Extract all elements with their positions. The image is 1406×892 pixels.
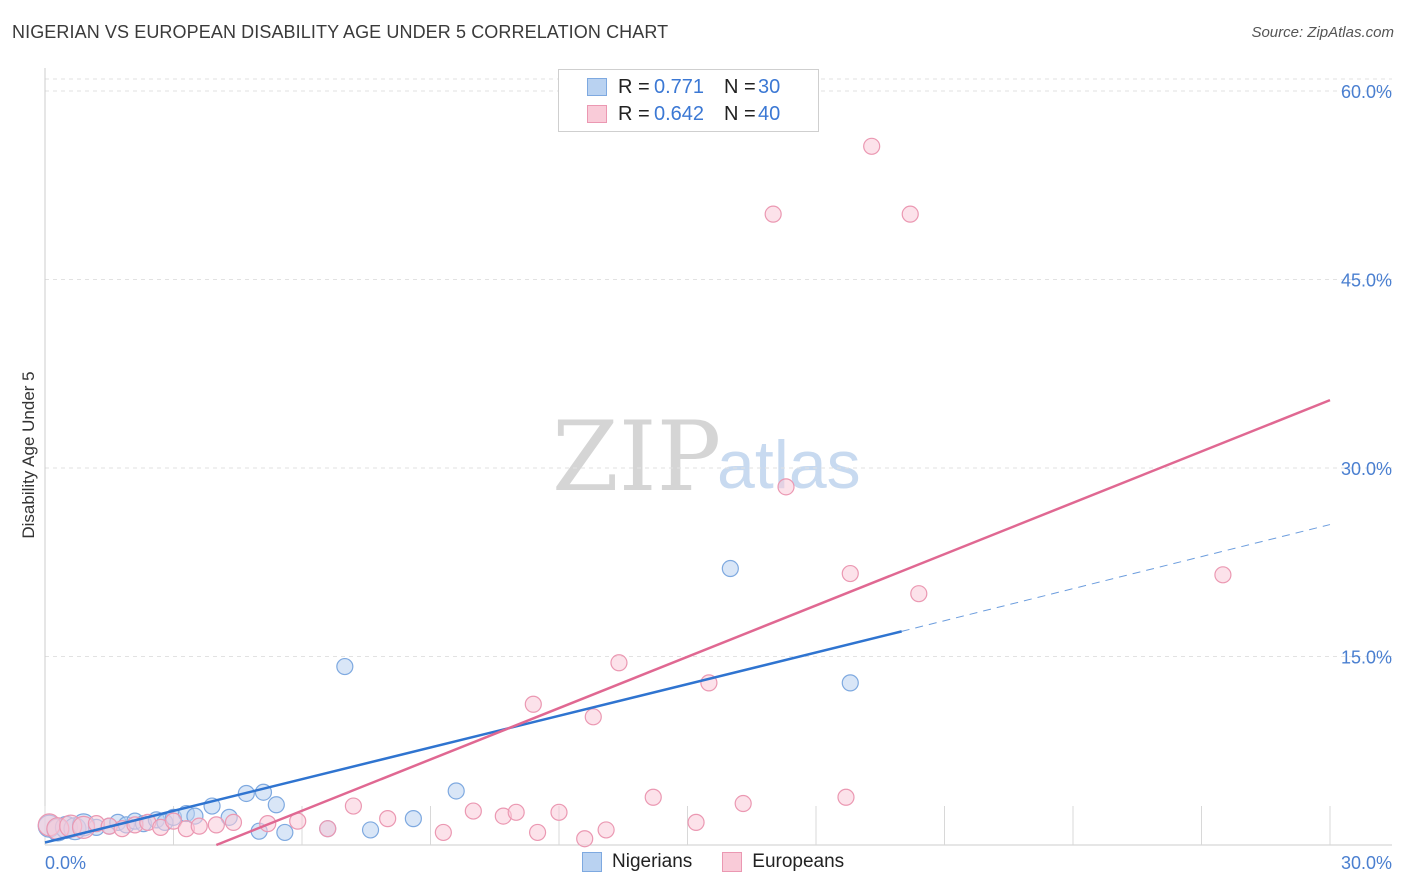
european-point [550, 803, 568, 821]
european-point [584, 708, 602, 726]
nigerian-point [336, 657, 354, 676]
chart-title: NIGERIAN VS EUROPEAN DISABILITY AGE UNDE… [12, 22, 669, 42]
legend-n-label: N = [724, 75, 756, 98]
nigerian-point [361, 821, 380, 839]
european-point [644, 788, 662, 806]
tick-labels: 15.0% 30.0% 45.0% 60.0% 0.0% 30.0% [45, 82, 1392, 873]
european-point [764, 205, 782, 223]
watermark-zip: ZIP [552, 401, 721, 513]
nigerian-point [721, 559, 739, 578]
european-point [344, 797, 362, 815]
european-point [207, 816, 225, 834]
legend-swatch-europeans [587, 105, 607, 123]
y-axis-label: Disability Age Under 5 [19, 371, 38, 538]
x-tick-label: 30.0% [1341, 853, 1392, 873]
european-point [434, 823, 452, 842]
european-point [687, 813, 705, 831]
european-point [734, 794, 752, 813]
legend-row-europeans: R = 0.642 N = 40 [559, 101, 828, 127]
european-point [528, 823, 547, 842]
legend-r-label: R = [618, 75, 650, 98]
legend-swatch-nigerians [582, 852, 602, 872]
nigerian-point [447, 782, 465, 800]
stats-legend: R = 0.771 N = 30 R = 0.642 N = 40 [558, 69, 819, 132]
x-tick-label: 0.0% [45, 853, 86, 873]
nigerian-point [267, 796, 285, 814]
gridlines [45, 78, 1392, 657]
european-point [464, 802, 482, 820]
european-point [524, 695, 542, 713]
european-point [507, 803, 525, 821]
european-point [164, 812, 183, 830]
legend-r-value: 0.771 [654, 75, 705, 98]
legend-row-nigerians: R = 0.771 N = 30 [559, 74, 828, 100]
european-point [777, 478, 795, 496]
nigerian-trend-line [44, 630, 902, 844]
y-tick-label: 60.0% [1341, 82, 1392, 102]
trend-lines [44, 398, 1331, 847]
series-legend-label: Europeans [752, 851, 845, 872]
legend-r-value: 0.642 [654, 102, 705, 125]
european-point [837, 788, 855, 806]
series-legend-label: Nigerians [612, 851, 693, 872]
european-point [901, 205, 919, 223]
european-point [319, 820, 337, 838]
european-point [379, 810, 397, 828]
european-point [597, 821, 615, 839]
legend-n-value: 30 [758, 75, 781, 98]
nigerian-trend-extension [901, 524, 1331, 632]
european-point [576, 830, 594, 848]
legend-swatch-nigerians [587, 78, 607, 96]
european-trend-line [215, 398, 1331, 847]
european-point [863, 137, 881, 155]
european-point [1214, 566, 1232, 584]
series-legend-europeans[interactable]: Europeans [722, 851, 844, 873]
legend-n-label: N = [724, 102, 756, 125]
y-tick-label: 15.0% [1341, 648, 1392, 668]
european-point [841, 564, 859, 583]
european-point [910, 585, 928, 603]
series-legend-nigerians[interactable]: Nigerians [582, 851, 692, 873]
nigerian-point [276, 823, 294, 842]
legend-n-value: 40 [758, 102, 781, 125]
legend-r-label: R = [618, 102, 650, 125]
series-legend: Nigerians Europeans [582, 851, 874, 873]
y-tick-label: 30.0% [1341, 459, 1392, 479]
european-point [224, 813, 243, 831]
european-point [610, 654, 628, 672]
nigerian-point [404, 810, 422, 828]
watermark: ZIP atlas [552, 401, 861, 513]
y-tick-label: 45.0% [1341, 271, 1392, 291]
source-credit: Source: ZipAtlas.com [1251, 24, 1394, 41]
nigerian-point [841, 674, 859, 692]
european-point [190, 817, 208, 835]
legend-swatch-europeans [722, 852, 743, 872]
